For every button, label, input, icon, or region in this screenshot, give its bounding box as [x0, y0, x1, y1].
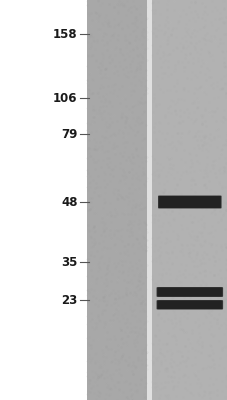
Bar [86, 0, 146, 400]
Text: 35: 35 [61, 256, 77, 268]
FancyBboxPatch shape [159, 196, 219, 208]
FancyBboxPatch shape [156, 300, 222, 310]
FancyBboxPatch shape [157, 288, 221, 296]
FancyBboxPatch shape [156, 287, 222, 297]
Text: 158: 158 [53, 28, 77, 40]
FancyBboxPatch shape [159, 301, 219, 308]
FancyBboxPatch shape [158, 288, 220, 296]
FancyBboxPatch shape [159, 301, 219, 308]
Text: 79: 79 [61, 128, 77, 140]
FancyBboxPatch shape [158, 301, 220, 309]
FancyBboxPatch shape [156, 300, 222, 309]
FancyBboxPatch shape [157, 300, 221, 309]
FancyBboxPatch shape [159, 288, 219, 296]
FancyBboxPatch shape [160, 196, 218, 208]
FancyBboxPatch shape [157, 196, 221, 208]
Bar [151, 0, 227, 400]
FancyBboxPatch shape [160, 288, 218, 296]
FancyBboxPatch shape [160, 197, 217, 207]
FancyBboxPatch shape [158, 196, 220, 208]
Text: 48: 48 [61, 196, 77, 208]
FancyBboxPatch shape [156, 287, 222, 297]
Text: 23: 23 [61, 294, 77, 306]
Text: 106: 106 [53, 92, 77, 104]
FancyBboxPatch shape [160, 301, 218, 308]
FancyBboxPatch shape [158, 196, 220, 208]
FancyBboxPatch shape [160, 197, 218, 207]
FancyBboxPatch shape [159, 288, 219, 296]
FancyBboxPatch shape [158, 288, 220, 296]
FancyBboxPatch shape [158, 301, 220, 309]
Bar [146, 0, 151, 400]
FancyBboxPatch shape [161, 197, 217, 207]
